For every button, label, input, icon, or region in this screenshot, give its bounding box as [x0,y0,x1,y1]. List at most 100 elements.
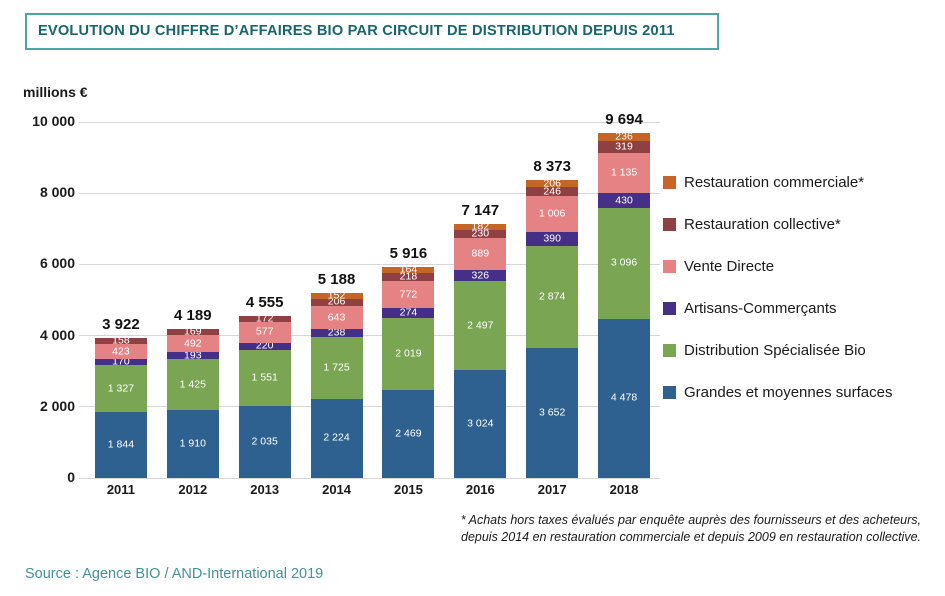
x-tick-label: 2014 [322,482,352,497]
segment-value-label: 326 [471,269,490,282]
bar-segment: 2 874 [526,245,579,348]
bar-segment: 1 135 [598,152,651,194]
segment-value-label: 577 [255,325,274,338]
y-axis-title: millions € [23,84,88,100]
segment-value-label: 319 [615,140,633,153]
chart-legend: Restauration commerciale* Restauration co… [663,172,892,424]
segment-value-label: 2 019 [395,347,422,360]
legend-label: Artisans-Commerçants [684,299,837,317]
bar-segment: 1 006 [526,196,579,232]
bar-total-label: 5 188 [317,271,356,289]
legend-swatch-icon [663,259,676,273]
bar-segment: 326 [454,269,507,282]
segment-value-label: 430 [615,194,633,207]
segment-value-label: 1 725 [323,361,350,374]
bar-segment: 2 019 [382,318,435,391]
gridline [79,192,660,194]
legend-item: Restauration commerciale* [663,172,892,192]
x-tick-label: 2018 [609,482,639,497]
legend-item: Restauration collective* [663,214,892,234]
segment-value-label: 218 [399,270,418,283]
segment-value-label: 2 469 [395,427,422,440]
y-tick-label: 2 000 [39,397,75,414]
segment-value-label: 2 874 [539,290,566,303]
bar-segment: 230 [454,228,507,239]
segment-value-label: 1 425 [179,378,206,391]
footnote-line-2: depuis 2014 en restauration commerciale … [461,530,921,544]
segment-value-label: 3 024 [467,417,494,430]
x-tick-label: 2012 [178,482,208,497]
x-tick-label: 2015 [393,482,423,497]
gridline [79,477,660,479]
segment-value-label: 238 [327,326,346,339]
bar-segment: 889 [454,238,507,270]
bar-segment: 3 096 [598,208,651,319]
bar-segment: 238 [310,326,363,339]
gridline [79,406,660,408]
segment-value-label: 1 006 [539,207,566,220]
bar-segment: 1 844 [94,412,147,478]
bar-segment: 3 652 [526,348,579,478]
segment-value-label: 889 [471,247,490,260]
gridline [79,263,660,265]
segment-value-label: 4 478 [610,391,638,404]
segment-value-label: 1 551 [251,371,278,384]
segment-value-label: 2 035 [251,435,278,448]
bar-group-2017: 3 652 2 874 390 1 006 246 206 [526,178,579,478]
footnote: * Achats hors taxes évalués par enquête … [461,512,921,546]
segment-value-label: 1 844 [107,438,135,451]
bar-segment: 206 [526,178,579,189]
segment-value-label: 3 096 [610,256,638,269]
segment-value-label: 1 327 [107,382,135,395]
bar-segment: 3 024 [454,370,507,478]
bar-segment: 1 327 [94,365,147,413]
legend-item: Distribution Spécialisée Bio [663,340,892,360]
legend-label: Distribution Spécialisée Bio [684,341,866,359]
segment-value-label: 1 135 [610,166,638,179]
segment-value-label: 643 [327,311,346,323]
bar-total-label: 3 922 [102,316,140,334]
legend-item: Artisans-Commerçants [663,298,892,318]
title-box: EVOLUTION DU CHIFFRE D’AFFAIRES BIO PAR … [25,13,719,50]
segment-value-label: 246 [543,185,561,198]
gridline [79,335,660,337]
page-title: EVOLUTION DU CHIFFRE D’AFFAIRES BIO PAR … [38,23,675,39]
stacked-bar-chart: 0 2 000 4 000 6 000 8 000 10 000 1 844 1 327 170… [32,111,660,497]
bar-segment: 218 [382,270,435,283]
legend-swatch-icon [663,385,676,399]
segment-value-label: 236 [615,130,633,143]
bar-segment: 170 [94,356,147,367]
source-text: Source : Agence BIO / AND-International … [25,566,324,582]
bar-group-2011: 1 844 1 327 170 423 158 [94,335,147,478]
legend-swatch-icon [663,343,676,357]
legend-swatch-icon [663,175,676,189]
bar-total-label: 7 147 [461,201,500,219]
bar-group-2013: 2 035 1 551 220 577 172 [238,313,291,478]
gridline [79,121,660,123]
bar-segment: 2 035 [238,405,291,478]
x-tick-label: 2011 [106,482,136,497]
segment-value-label: 220 [255,339,274,352]
segment-value-label: 2 497 [467,319,494,332]
bar-group-2014: 2 224 1 725 238 643 206 152 [310,290,363,478]
bar-segment: 2 469 [382,390,435,478]
bar-segment: 182 [454,221,507,232]
segment-value-label: 274 [399,306,418,319]
segment-value-label: 423 [112,345,130,358]
y-tick-label: 10 000 [32,113,75,129]
bar-segment: 220 [238,339,291,352]
bar-segment: 577 [238,322,291,343]
bar-segment: 772 [382,281,435,309]
x-tick-label: 2013 [250,482,280,497]
bar-group-2012: 1 910 1 425 193 492 169 [166,326,219,478]
footnote-line-1: * Achats hors taxes évalués par enquête … [460,513,921,527]
bar-total-label: 4 189 [174,306,212,324]
legend-label: Vente Directe [684,257,775,275]
segment-value-label: 772 [399,288,418,301]
bar-segment: 390 [526,231,579,246]
segment-value-label: 2 224 [323,431,350,444]
bar-group-2016: 3 024 2 497 326 889 230 182 [454,221,507,478]
bar-total-label: 9 694 [605,110,643,128]
segment-value-label: 390 [543,232,561,245]
legend-swatch-icon [663,301,676,315]
